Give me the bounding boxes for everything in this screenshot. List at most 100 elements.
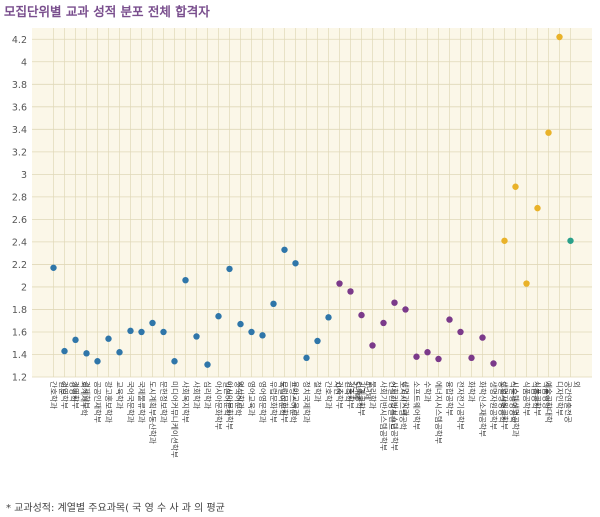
- data-point: [72, 336, 79, 344]
- data-point: [105, 335, 112, 342]
- data-point: [193, 333, 200, 340]
- x-category-label: 화학과: [467, 381, 477, 402]
- data-point: [479, 334, 486, 341]
- data-point: [424, 349, 431, 356]
- x-category-label: 심리학과: [203, 381, 213, 409]
- data-point: [347, 288, 354, 295]
- x-category-label: 외: [572, 381, 582, 388]
- data-point: [413, 353, 420, 360]
- y-tick-label: 1.8: [12, 305, 27, 316]
- data-point: [325, 314, 332, 321]
- data-point: [446, 316, 453, 323]
- y-tick-label: 2.8: [12, 192, 27, 203]
- x-category-label: 유럽문화학부: [280, 381, 290, 423]
- x-category-label: 광고홍보학과: [104, 381, 114, 423]
- x-category-label: 국어국문학과: [126, 381, 136, 423]
- data-point: [523, 280, 530, 287]
- x-category-label: 역사학과: [236, 381, 246, 409]
- x-category-label: 생명자원공학부: [489, 381, 499, 430]
- x-category-label: 문헌정보학과: [159, 381, 169, 423]
- x-category-label: 4년제: [363, 381, 373, 400]
- data-point: [182, 276, 189, 284]
- x-category-label: 건축공학: [355, 381, 365, 409]
- x-category-label: 영어교육과: [247, 381, 257, 416]
- x-category-label: 공간연출전공: [564, 381, 574, 423]
- x-category-label: 유럽문화학부: [269, 381, 279, 423]
- data-point: [358, 311, 365, 319]
- x-category-label: 건축학부: [346, 381, 356, 409]
- data-point: [94, 358, 101, 365]
- x-category-label: 간호학과: [324, 381, 334, 409]
- chart-title: 모집단위별 교과 성적 분포 전체 합격자: [4, 4, 210, 19]
- x-category-label: 예술공학대학: [544, 381, 554, 423]
- y-tick-label: 3: [21, 170, 27, 181]
- y-tick-label: 3.4: [12, 125, 27, 136]
- data-point: [468, 354, 475, 362]
- data-point: [116, 349, 123, 356]
- data-point: [259, 332, 266, 339]
- data-point: [204, 361, 211, 368]
- y-tick-label: 1.4: [12, 350, 27, 361]
- data-point: [303, 354, 310, 362]
- x-category-label: 시스템생명공학과: [511, 381, 521, 437]
- x-category-label: 유아교육과: [291, 381, 301, 416]
- x-category-label: 도시시스템공학: [399, 381, 409, 430]
- x-category-label: 식품영양: [542, 381, 552, 409]
- x-category-label: 국제물류학과: [137, 381, 147, 423]
- y-tick-label: 3.8: [12, 80, 27, 91]
- x-category-label: 동물생명공학: [498, 381, 508, 423]
- x-category-label: 물리학과: [368, 381, 378, 409]
- y-tick-label: 2.6: [12, 215, 27, 226]
- x-category-label: 철학과: [313, 381, 323, 402]
- data-point: [435, 355, 442, 363]
- x-category-label: 사회기반시스템공학부: [390, 381, 400, 451]
- y-tick-label: 1.6: [12, 327, 27, 338]
- x-category-label: 미디어커뮤니케이션학부: [170, 381, 180, 458]
- x-category-label: 식품공학부: [533, 381, 543, 416]
- x-category-label: 생명자원공학부: [500, 381, 510, 430]
- x-category-label: 건설환경플랜트: [388, 381, 398, 430]
- x-category-label: 소프트웨어학부: [412, 381, 422, 430]
- data-point: [402, 306, 409, 313]
- data-point: [270, 300, 277, 308]
- x-category-label: 아시아문화학부: [214, 381, 224, 430]
- x-category-label: 식물생명공학: [509, 381, 519, 423]
- x-category-label: 도시계획부동산학과: [148, 381, 158, 444]
- data-point: [226, 265, 233, 273]
- data-point: [534, 204, 541, 212]
- x-category-label: 인문: [58, 381, 68, 395]
- data-point: [138, 328, 145, 336]
- x-category-label: 교육학과: [115, 381, 125, 409]
- data-point: [50, 264, 57, 271]
- x-category-label: 공공인재학부: [93, 381, 103, 423]
- x-category-label: 사회기반시스템공학부: [379, 381, 389, 451]
- x-category-label: 건축학: [344, 381, 354, 402]
- x-category-label: 일본어문학: [223, 381, 233, 416]
- y-tick-label: 2: [21, 282, 27, 293]
- x-category-label: 간호학과: [49, 381, 59, 409]
- data-point: [171, 358, 178, 365]
- data-point: [61, 347, 68, 355]
- y-axis: 1.2 1.4 1.6 1.8 2 2.2 2.4 2.6 2.8 3 3.2 3.4 3.6 3.8 4 4…: [12, 35, 27, 384]
- x-category-label: 자연: [333, 381, 342, 395]
- x-category-label: 에너지시스템공학부: [434, 381, 444, 444]
- data-point: [512, 183, 519, 190]
- x-category-label: 경영학: [69, 381, 79, 402]
- footnote: * 교과성적: 계열별 주요과목( 국 영 수 사 과 의 평균: [6, 503, 225, 514]
- plot-area: [32, 28, 592, 377]
- y-tick-label: 3.2: [12, 147, 27, 158]
- data-point: [149, 319, 156, 327]
- data-point: [490, 360, 497, 367]
- x-category-label: 사회복지학부: [181, 381, 191, 423]
- x-category-label: 전자전기공학부: [456, 381, 466, 430]
- data-point: [369, 342, 376, 349]
- y-tick-label: 1.2: [12, 373, 27, 384]
- x-category-label: 5년제: [352, 381, 362, 400]
- data-point: [83, 350, 90, 357]
- y-tick-label: 2.4: [12, 237, 27, 248]
- x-category-label: 경제학부: [82, 381, 92, 409]
- x-category-label: 화학신소재공학부: [478, 381, 488, 437]
- data-point: [292, 260, 299, 267]
- data-point: [314, 337, 321, 345]
